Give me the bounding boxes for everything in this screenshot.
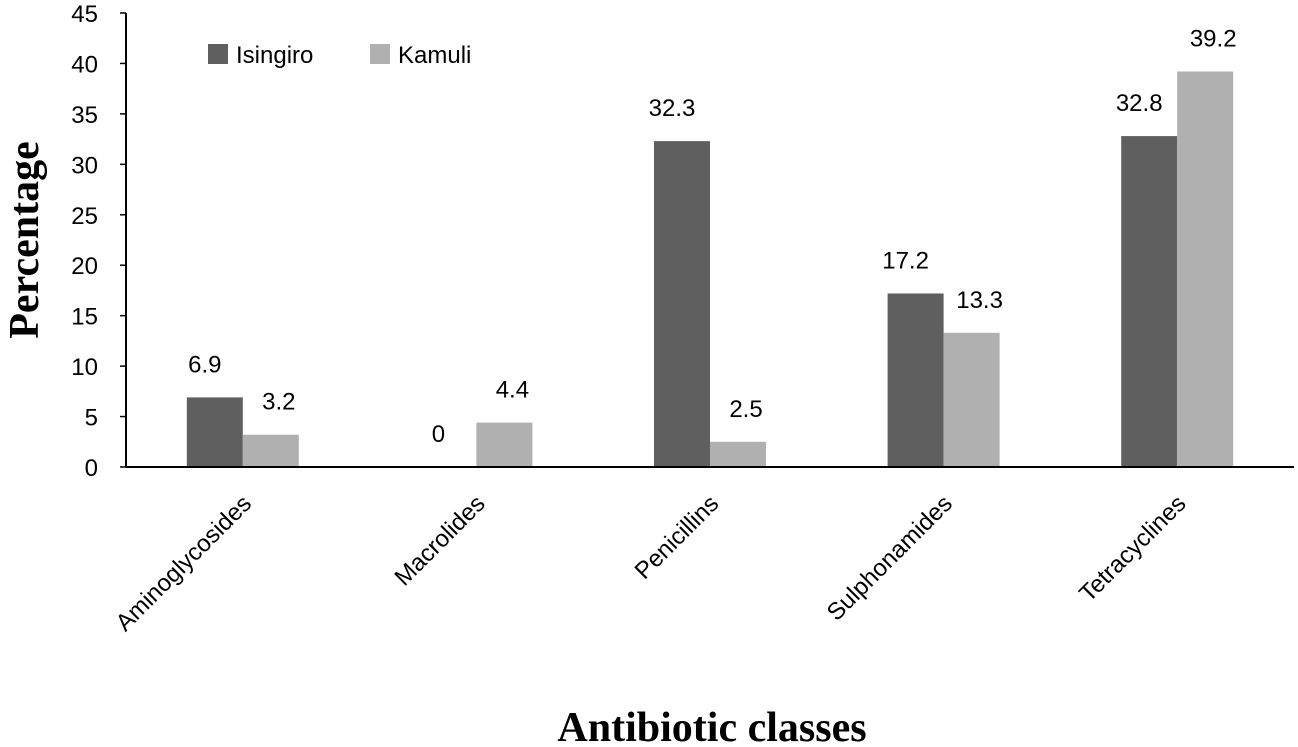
data-label: 17.2 — [882, 247, 929, 274]
legend: Isingiro Kamuli — [208, 42, 471, 69]
bar-isingiro-sulphonamides — [887, 293, 944, 467]
legend-swatch-isingiro — [208, 44, 228, 64]
data-label: 3.2 — [262, 389, 295, 416]
data-label: 4.4 — [496, 377, 529, 404]
y-tick-label: 5 — [85, 405, 98, 432]
y-tick-label: 35 — [71, 102, 98, 129]
data-label: 13.3 — [956, 287, 1003, 314]
bar-isingiro-penicillins — [654, 141, 710, 467]
y-tick-label: 40 — [71, 51, 98, 78]
data-label: 2.5 — [729, 396, 762, 423]
bar-kamuli-aminoglycosides — [242, 434, 299, 467]
bar-kamuli-tetracyclines — [1177, 71, 1234, 467]
y-tick-label: 25 — [71, 203, 98, 230]
y-tick-label: 30 — [71, 152, 98, 179]
data-label: 32.8 — [1116, 90, 1163, 117]
y-tick-label: 20 — [71, 253, 98, 280]
legend-swatch-kamuli — [370, 44, 390, 64]
x-tick-label: Tetracyclines — [1074, 490, 1191, 607]
y-axis-ticks: 0 5 10 15 20 25 30 35 40 45 — [71, 1, 126, 482]
y-tick-label: 45 — [71, 1, 98, 28]
bar-isingiro-tetracyclines — [1121, 136, 1178, 467]
data-label: 32.3 — [649, 95, 696, 122]
y-axis-title: Percentage — [2, 141, 48, 338]
data-labels: 6.9 3.2 0 4.4 32.3 2.5 17.2 13.3 32.8 39.2 — [188, 26, 1236, 448]
data-label: 0 — [432, 421, 445, 448]
y-tick-label: 10 — [71, 354, 98, 381]
y-tick-label: 15 — [71, 304, 98, 331]
data-label: 6.9 — [188, 351, 221, 378]
x-tick-label: Penicillins — [630, 490, 725, 585]
legend-label: Kamuli — [398, 42, 471, 69]
bar-kamuli-penicillins — [710, 441, 766, 467]
legend-label: Isingiro — [236, 42, 313, 69]
x-axis-tick-labels: Aminoglycosides Macrolides Penicillins Sulp… — [111, 490, 1192, 636]
bar-kamuli-macrolides — [476, 422, 533, 467]
x-tick-label: Macrolides — [389, 490, 490, 591]
y-tick-label: 0 — [85, 455, 98, 482]
x-axis-title: Antibiotic classes — [557, 705, 866, 747]
axes — [125, 13, 1294, 468]
bars — [186, 71, 1234, 467]
bar-kamuli-sulphonamides — [943, 332, 1000, 467]
x-tick-label: Aminoglycosides — [111, 490, 257, 636]
bar-isingiro-aminoglycosides — [186, 397, 243, 467]
x-tick-label: Sulphonamides — [822, 490, 958, 626]
data-label: 39.2 — [1190, 26, 1237, 53]
